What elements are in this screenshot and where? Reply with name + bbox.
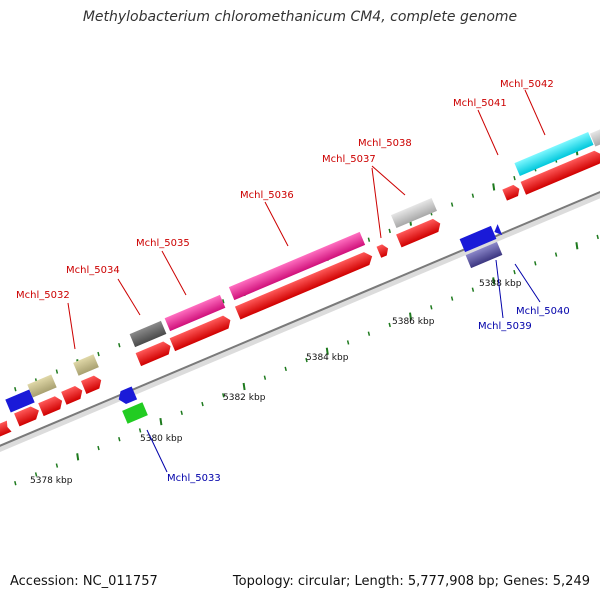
cds-arrow: [234, 252, 373, 320]
minor-tick: [367, 331, 371, 336]
accession-label: Accession: NC_011757: [10, 574, 158, 589]
major-tick: [409, 312, 412, 320]
scale-label-5386: 5386 kbp: [392, 317, 435, 327]
genome-backbone: [0, 190, 600, 453]
minor-tick: [55, 463, 59, 468]
scale-label-5388: 5388 kbp: [479, 279, 522, 289]
minor-tick: [388, 322, 391, 328]
gene-feature: [164, 294, 226, 332]
minor-tick: [97, 445, 100, 451]
reverse-gene-track: [118, 224, 503, 424]
minor-tick: [596, 234, 599, 240]
cds-arrow: [38, 396, 63, 417]
gene-feature: [589, 127, 600, 147]
gene-label-mchl-5040: Mchl_5040: [516, 306, 570, 317]
major-tick: [492, 183, 496, 191]
major-tick: [159, 417, 163, 426]
minor-tick: [201, 401, 204, 407]
minor-tick: [263, 375, 267, 380]
cds-arrow: [80, 375, 102, 394]
gene-label-mchl-5035: Mchl_5035: [136, 238, 190, 249]
cds-arrow: [502, 184, 520, 201]
gene-feature: [118, 386, 138, 405]
map-title: Methylobacterium chloromethanicum CM4, c…: [82, 9, 518, 25]
gene-feature: [122, 402, 148, 424]
scale-label-5380: 5380 kbp: [140, 434, 183, 444]
scale-label-5384: 5384 kbp: [306, 353, 349, 363]
cds-track: [0, 150, 600, 441]
minor-tick: [118, 437, 121, 442]
cds-arrow: [0, 420, 12, 441]
gene-feature: [391, 197, 437, 229]
cds-arrow: [169, 315, 231, 352]
minor-tick: [97, 351, 100, 357]
minor-tick: [471, 287, 475, 292]
minor-tick: [367, 237, 371, 242]
gene-label-mchl-5034: Mchl_5034: [66, 265, 120, 276]
gene-label-mchl-5038: Mchl_5038: [358, 138, 412, 149]
minor-tick: [55, 369, 59, 374]
major-tick: [242, 382, 246, 391]
minor-tick: [180, 410, 183, 416]
minor-tick: [284, 366, 287, 372]
gene-feature: [494, 224, 503, 236]
gene-label-mchl-5033: Mchl_5033: [167, 473, 221, 484]
gene-label-mchl-5037: Mchl_5037: [322, 154, 376, 165]
label-leader-lines: [67, 89, 546, 473]
major-tick: [492, 277, 496, 285]
cds-arrow: [14, 406, 39, 427]
minor-tick: [222, 299, 225, 304]
minor-tick: [430, 305, 433, 310]
cds-arrow: [376, 244, 389, 258]
scale-labels: 5378 kbp 5380 kbp 5382 kbp 5384 kbp 5386…: [30, 279, 522, 486]
major-tick: [76, 453, 80, 461]
minor-tick: [388, 228, 391, 234]
minor-tick: [346, 340, 350, 345]
cds-arrow: [396, 218, 441, 248]
gene-feature: [459, 225, 497, 253]
minor-tick: [471, 193, 475, 198]
forward-gene-track: [5, 127, 600, 413]
gene-feature: [228, 231, 366, 301]
minor-tick: [554, 252, 558, 257]
gene-label-mchl-5036: Mchl_5036: [240, 190, 294, 201]
gene-feature: [73, 354, 99, 376]
minor-tick: [513, 269, 516, 275]
cds-arrow: [520, 150, 600, 195]
gene-feature: [5, 389, 35, 413]
scale-label-5378: 5378 kbp: [30, 476, 73, 486]
minor-tick: [14, 481, 17, 486]
gene-feature: [27, 374, 57, 398]
minor-tick: [450, 202, 454, 207]
major-tick: [325, 347, 329, 355]
minor-tick: [34, 472, 38, 477]
minor-tick: [222, 393, 225, 398]
gene-label-mchl-5039: Mchl_5039: [478, 321, 532, 332]
minor-tick: [513, 175, 516, 181]
cds-arrow: [135, 341, 171, 367]
cds-arrow: [61, 385, 83, 405]
gene-label-mchl-5041: Mchl_5041: [453, 98, 507, 109]
minor-tick: [14, 387, 17, 392]
gene-feature: [465, 241, 503, 269]
minor-tick: [534, 261, 537, 266]
gene-feature: [129, 320, 167, 348]
gene-labels: Mchl_5032 Mchl_5034 Mchl_5035 Mchl_5036 …: [16, 79, 570, 484]
genome-stats-label: Topology: circular; Length: 5,777,908 bp…: [232, 574, 590, 589]
minor-tick: [305, 357, 308, 363]
minor-tick: [450, 296, 454, 301]
gene-label-mchl-5042: Mchl_5042: [500, 79, 554, 90]
major-tick: [575, 242, 579, 250]
gene-feature: [514, 131, 594, 177]
gene-label-mchl-5032: Mchl_5032: [16, 290, 70, 301]
minor-tick: [118, 343, 121, 348]
minor-tick: [138, 428, 142, 433]
scale-label-5382: 5382 kbp: [223, 393, 266, 403]
scale-tick-row: [14, 234, 599, 486]
